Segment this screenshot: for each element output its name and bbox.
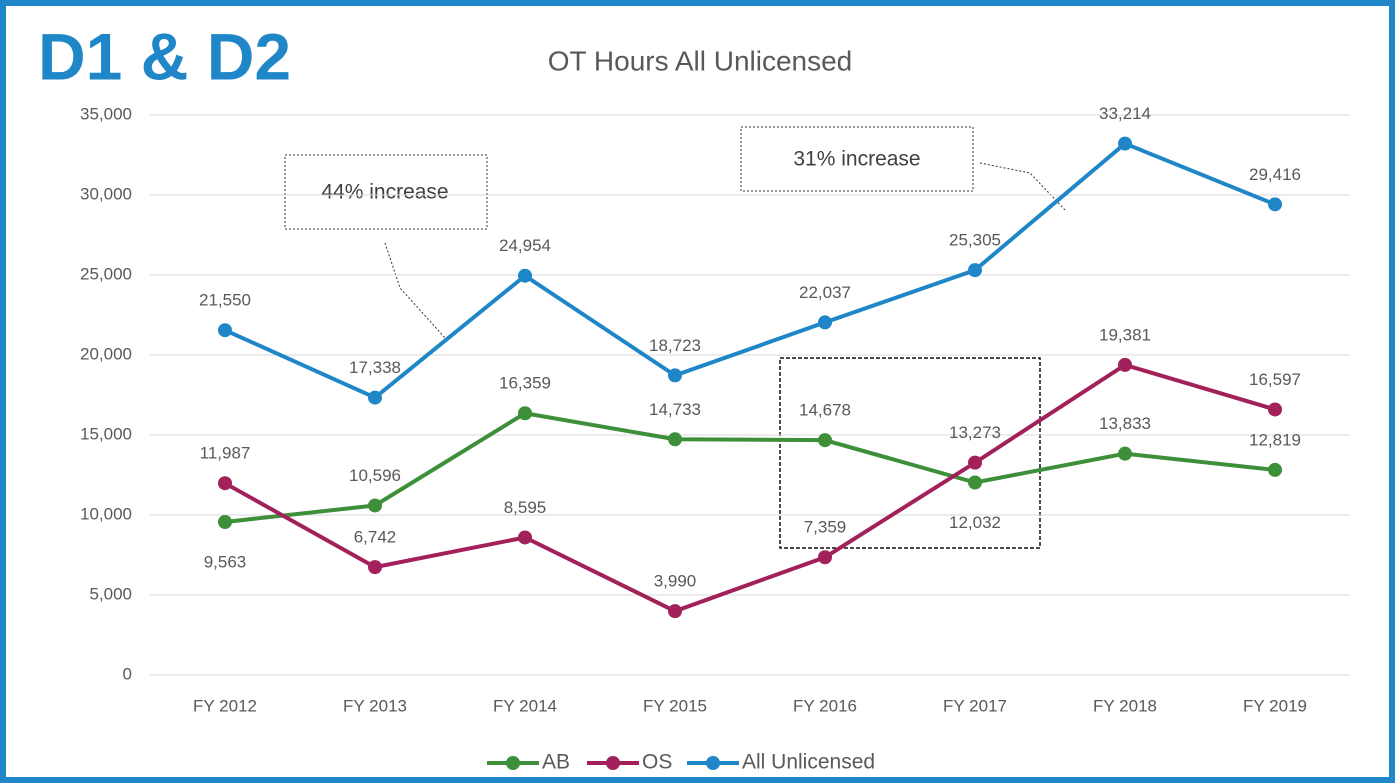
data-point bbox=[1118, 357, 1132, 372]
data-point bbox=[218, 476, 232, 491]
data-label: 13,273 bbox=[949, 423, 1001, 442]
series-line bbox=[224, 362, 1276, 614]
data-label: 14,678 bbox=[799, 401, 851, 420]
data-label: 24,954 bbox=[499, 236, 551, 255]
x-tick-label: FY 2018 bbox=[1093, 696, 1157, 715]
data-point bbox=[1268, 197, 1282, 212]
annotation-box bbox=[740, 126, 974, 192]
legend-marker bbox=[706, 756, 720, 770]
x-tick-label: FY 2015 bbox=[643, 696, 707, 715]
data-point bbox=[518, 406, 532, 421]
data-point bbox=[818, 550, 832, 565]
data-point bbox=[368, 390, 382, 405]
data-point bbox=[818, 433, 832, 448]
data-label: 18,723 bbox=[649, 336, 701, 355]
x-tick-label: FY 2019 bbox=[1243, 696, 1307, 715]
data-point bbox=[968, 455, 982, 470]
data-label: 17,338 bbox=[349, 358, 401, 377]
series-line bbox=[224, 411, 1276, 524]
legend-label: OS bbox=[642, 751, 672, 774]
y-tick-label: 0 bbox=[123, 664, 132, 683]
data-label: 7,359 bbox=[804, 518, 847, 537]
leader-line bbox=[384, 242, 448, 341]
x-tick-label: FY 2012 bbox=[193, 696, 257, 715]
data-point bbox=[1268, 402, 1282, 417]
data-point bbox=[818, 315, 832, 330]
data-label: 29,416 bbox=[1249, 165, 1301, 184]
legend-label: All Unlicensed bbox=[742, 751, 875, 774]
data-point bbox=[668, 604, 682, 619]
highlight-box bbox=[779, 357, 1041, 549]
legend-marker bbox=[606, 756, 620, 770]
data-point bbox=[968, 475, 982, 490]
x-tick-label: FY 2014 bbox=[493, 696, 557, 715]
data-label: 11,987 bbox=[200, 444, 251, 463]
leader-line bbox=[979, 162, 1066, 211]
data-label: 10,596 bbox=[349, 466, 401, 485]
data-label: 21,550 bbox=[199, 291, 251, 310]
data-label: 16,359 bbox=[499, 374, 551, 393]
y-tick-label: 25,000 bbox=[80, 264, 132, 283]
legend-marker bbox=[506, 756, 520, 770]
data-point bbox=[1118, 136, 1132, 151]
data-point bbox=[518, 530, 532, 545]
data-label: 9,563 bbox=[204, 552, 247, 571]
data-label: 33,214 bbox=[1099, 104, 1151, 123]
data-label: 19,381 bbox=[1099, 325, 1151, 344]
data-point bbox=[1118, 446, 1132, 461]
data-point bbox=[668, 432, 682, 447]
x-tick-label: FY 2017 bbox=[943, 696, 1007, 715]
annotation-box bbox=[284, 154, 488, 230]
y-tick-label: 30,000 bbox=[80, 184, 132, 203]
annotation: 44% increase bbox=[321, 181, 448, 204]
annotation: 31% increase bbox=[793, 148, 920, 171]
data-label: 22,037 bbox=[799, 283, 851, 302]
series-line bbox=[224, 141, 1276, 400]
y-tick-label: 15,000 bbox=[80, 424, 132, 443]
y-tick-label: 35,000 bbox=[80, 104, 132, 123]
data-label: 6,742 bbox=[354, 528, 397, 547]
data-label: 14,733 bbox=[649, 400, 701, 419]
data-point bbox=[218, 323, 232, 338]
data-label: 16,597 bbox=[1249, 370, 1301, 389]
data-point bbox=[368, 560, 382, 575]
data-point bbox=[1268, 462, 1282, 477]
data-point bbox=[968, 263, 982, 278]
data-point bbox=[518, 268, 532, 283]
x-tick-label: FY 2016 bbox=[793, 696, 857, 715]
data-point bbox=[368, 498, 382, 513]
chart-title: OT Hours All Unlicensed bbox=[548, 45, 853, 76]
data-label: 12,032 bbox=[949, 513, 1001, 532]
y-tick-label: 10,000 bbox=[80, 504, 132, 523]
data-label: 8,595 bbox=[504, 498, 547, 517]
y-tick-label: 5,000 bbox=[89, 584, 132, 603]
data-point bbox=[218, 514, 232, 529]
x-tick-label: FY 2013 bbox=[343, 696, 407, 715]
data-point bbox=[668, 368, 682, 383]
legend-label: AB bbox=[542, 751, 570, 774]
y-tick-label: 20,000 bbox=[80, 344, 132, 363]
heading: D1 & D2 bbox=[38, 19, 291, 93]
data-label: 3,990 bbox=[654, 572, 697, 591]
data-label: 12,819 bbox=[1249, 430, 1301, 449]
data-label: 13,833 bbox=[1099, 414, 1151, 433]
data-label: 25,305 bbox=[949, 231, 1001, 250]
